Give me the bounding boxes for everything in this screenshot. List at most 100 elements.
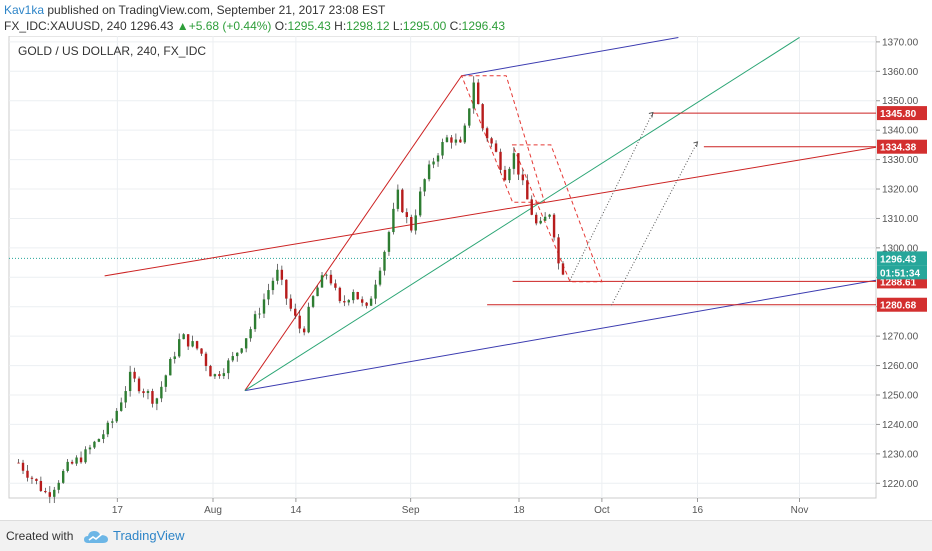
candle-body — [503, 169, 507, 181]
candle-body — [88, 447, 92, 450]
candle-body — [535, 214, 538, 224]
candle-body — [244, 338, 248, 349]
candle-body — [387, 232, 391, 252]
candle-body — [120, 402, 123, 411]
low-value: 1295.00 — [402, 19, 447, 33]
candle-body — [97, 438, 101, 442]
projection-box — [511, 144, 603, 283]
x-tick-label: Sep — [402, 505, 420, 516]
high-label: H: — [334, 19, 347, 33]
candle-body — [21, 462, 25, 471]
candle-body — [276, 269, 279, 281]
candle-body — [111, 421, 114, 423]
candle-body — [142, 391, 145, 394]
candle-body — [508, 168, 511, 181]
trend-line — [244, 37, 800, 392]
candle-body — [432, 161, 435, 165]
candle-body — [530, 199, 533, 215]
candle-body — [66, 461, 69, 471]
author-link[interactable]: Kav1ka — [4, 3, 45, 17]
last-price: 1296.43 — [130, 19, 174, 33]
candle-body — [204, 353, 208, 366]
candle-body — [271, 280, 275, 291]
candle-body — [499, 151, 502, 170]
candle-body — [338, 287, 342, 302]
candle-body — [445, 137, 449, 143]
y-tick-label: 1350.00 — [882, 96, 919, 107]
candle-body — [227, 360, 230, 374]
candle-body — [521, 174, 525, 181]
candle-body — [195, 341, 199, 349]
candle-body — [93, 441, 96, 448]
symbol-label: FX_IDC:XAUUSD, 240 — [4, 19, 127, 33]
countdown-label: 01:51:34 — [880, 268, 920, 279]
price-badge — [877, 139, 927, 154]
y-tick-label: 1360.00 — [882, 67, 919, 78]
candle-body — [477, 82, 480, 105]
candle-body — [186, 334, 190, 347]
candle-body — [396, 189, 400, 209]
x-axis[interactable]: 17 Aug 14 Sep 18 Oct 16 Nov — [112, 498, 809, 516]
candle-body — [450, 137, 453, 143]
y-tick-label: 1250.00 — [882, 391, 919, 402]
candle-body — [352, 292, 355, 301]
projection-box — [460, 75, 546, 203]
price-chart[interactable]: 1220.00 1230.00 1240.00 1250.00 1260.00 1270.… — [0, 36, 932, 520]
grid — [9, 36, 876, 498]
candle-body — [392, 208, 395, 233]
candle-body — [463, 125, 467, 143]
candle-body — [240, 348, 243, 353]
candle-body — [191, 341, 194, 347]
projection-arrow — [569, 112, 654, 281]
publish-line: Kav1ka published on TradingView.com, Sep… — [4, 3, 385, 17]
candle-body — [285, 279, 288, 299]
trend-line — [461, 36, 679, 77]
candle-body — [178, 339, 181, 357]
candle-body — [454, 139, 458, 143]
candle-body — [35, 478, 38, 481]
candle-body — [164, 375, 168, 387]
price-badge — [877, 297, 927, 312]
candle-body — [369, 298, 373, 306]
trend-line — [244, 279, 877, 392]
candle-body — [490, 138, 493, 144]
y-tick-label: 1300.00 — [882, 243, 919, 254]
price-badge-label: 1280.68 — [880, 301, 917, 312]
candle-body — [472, 82, 475, 109]
candle-body — [30, 477, 34, 479]
tradingview-brand[interactable]: TradingView — [113, 528, 185, 543]
projection-arrow — [610, 141, 698, 306]
candle-body — [343, 301, 346, 303]
candle-body — [427, 164, 431, 180]
candle-body — [512, 153, 516, 169]
candle-body — [75, 457, 78, 464]
drawings — [9, 36, 877, 392]
open-value: 1295.43 — [287, 19, 331, 33]
candle-body — [258, 313, 261, 315]
candle-body — [84, 449, 87, 463]
candle-body — [128, 371, 132, 392]
candle-body — [26, 470, 29, 478]
price-badge-label: 1334.38 — [880, 143, 917, 154]
candle-body — [249, 329, 252, 339]
published-text: published on TradingView.com, September … — [47, 3, 386, 17]
price-badges: 1345.80 1334.38 1296.43 1288.61 1280.68 01:51… — [877, 106, 927, 312]
candle-body — [200, 348, 203, 354]
x-tick-label: 18 — [513, 505, 525, 516]
candle-body — [552, 214, 556, 238]
candle-body — [173, 356, 176, 360]
candle-body — [423, 179, 426, 192]
chart-title: GOLD / US DOLLAR, 240, FX_IDC — [18, 44, 206, 58]
candle-body — [401, 189, 404, 213]
candle-body — [106, 422, 110, 435]
symbol-line: FX_IDC:XAUUSD, 240 1296.43 ▲+5.68 (+0.44… — [4, 19, 505, 33]
candle-body — [436, 155, 440, 162]
candle-body — [468, 108, 471, 126]
low-label: L: — [392, 19, 403, 33]
candle-body — [124, 391, 127, 403]
candle-body — [298, 315, 301, 329]
candle-body — [378, 270, 382, 285]
candle-body — [155, 398, 159, 404]
candle-body — [325, 274, 328, 276]
y-tick-label: 1310.00 — [882, 214, 919, 225]
